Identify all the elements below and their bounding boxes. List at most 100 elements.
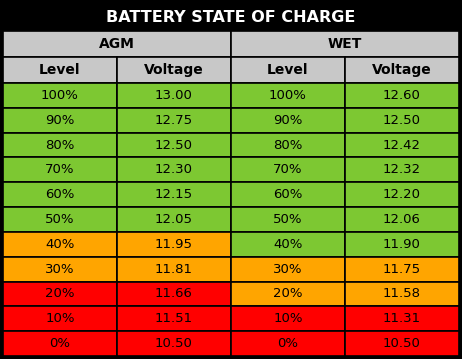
- Text: 11.75: 11.75: [383, 263, 421, 276]
- Text: 11.51: 11.51: [155, 312, 193, 325]
- Text: 13.00: 13.00: [155, 89, 193, 102]
- Bar: [3, 158, 117, 182]
- Bar: [3, 108, 117, 132]
- Text: 100%: 100%: [41, 89, 79, 102]
- Bar: [345, 257, 459, 281]
- Text: 10.50: 10.50: [383, 337, 421, 350]
- Text: 40%: 40%: [45, 238, 75, 251]
- Bar: [345, 281, 459, 306]
- Bar: [117, 83, 231, 108]
- Bar: [117, 232, 231, 257]
- Text: 12.50: 12.50: [155, 139, 193, 151]
- Text: 12.32: 12.32: [383, 163, 421, 176]
- Bar: [117, 158, 231, 182]
- Text: 12.05: 12.05: [155, 213, 193, 226]
- Text: WET: WET: [328, 37, 362, 51]
- Text: Level: Level: [39, 63, 81, 77]
- Bar: [345, 182, 459, 207]
- Bar: [3, 306, 117, 331]
- Bar: [345, 207, 459, 232]
- Text: 80%: 80%: [45, 139, 75, 151]
- Text: 50%: 50%: [45, 213, 75, 226]
- Bar: [3, 257, 117, 281]
- Text: 60%: 60%: [274, 188, 303, 201]
- Bar: [231, 158, 345, 182]
- Bar: [345, 83, 459, 108]
- Text: 11.81: 11.81: [155, 263, 193, 276]
- Bar: [117, 57, 231, 83]
- Bar: [231, 31, 459, 57]
- Bar: [117, 306, 231, 331]
- Bar: [345, 108, 459, 132]
- Text: 80%: 80%: [274, 139, 303, 151]
- Text: 12.15: 12.15: [155, 188, 193, 201]
- Bar: [231, 281, 345, 306]
- Bar: [231, 306, 345, 331]
- Text: 10%: 10%: [45, 312, 75, 325]
- Bar: [345, 57, 459, 83]
- Text: 12.60: 12.60: [383, 89, 421, 102]
- Bar: [3, 232, 117, 257]
- Bar: [117, 132, 231, 158]
- Text: 100%: 100%: [269, 89, 307, 102]
- Text: 12.50: 12.50: [383, 114, 421, 127]
- Bar: [3, 3, 459, 31]
- Text: 50%: 50%: [273, 213, 303, 226]
- Text: 12.20: 12.20: [383, 188, 421, 201]
- Bar: [3, 207, 117, 232]
- Bar: [231, 132, 345, 158]
- Bar: [231, 108, 345, 132]
- Text: 90%: 90%: [45, 114, 75, 127]
- Text: 70%: 70%: [273, 163, 303, 176]
- Bar: [3, 331, 117, 356]
- Text: AGM: AGM: [99, 37, 135, 51]
- Text: 10.50: 10.50: [155, 337, 193, 350]
- Text: 30%: 30%: [45, 263, 75, 276]
- Bar: [231, 257, 345, 281]
- Bar: [3, 132, 117, 158]
- Bar: [3, 83, 117, 108]
- Bar: [117, 108, 231, 132]
- Bar: [117, 281, 231, 306]
- Text: 20%: 20%: [45, 288, 75, 300]
- Text: 0%: 0%: [49, 337, 71, 350]
- Text: 12.06: 12.06: [383, 213, 421, 226]
- Text: 11.58: 11.58: [383, 288, 421, 300]
- Text: Voltage: Voltage: [372, 63, 432, 77]
- Text: 12.30: 12.30: [155, 163, 193, 176]
- Bar: [231, 57, 345, 83]
- Bar: [3, 281, 117, 306]
- Text: 11.31: 11.31: [383, 312, 421, 325]
- Bar: [3, 31, 231, 57]
- Text: 20%: 20%: [273, 288, 303, 300]
- Text: 0%: 0%: [278, 337, 298, 350]
- Text: 90%: 90%: [274, 114, 303, 127]
- Text: 10%: 10%: [273, 312, 303, 325]
- Bar: [345, 331, 459, 356]
- Bar: [231, 182, 345, 207]
- Bar: [117, 182, 231, 207]
- Text: 11.66: 11.66: [155, 288, 193, 300]
- Text: 11.95: 11.95: [155, 238, 193, 251]
- Text: 11.90: 11.90: [383, 238, 421, 251]
- Bar: [117, 257, 231, 281]
- Bar: [345, 306, 459, 331]
- Text: 60%: 60%: [45, 188, 75, 201]
- Bar: [345, 132, 459, 158]
- Text: BATTERY STATE OF CHARGE: BATTERY STATE OF CHARGE: [106, 9, 356, 24]
- Bar: [231, 232, 345, 257]
- Text: 30%: 30%: [273, 263, 303, 276]
- Text: Level: Level: [267, 63, 309, 77]
- Bar: [345, 232, 459, 257]
- Text: 12.75: 12.75: [155, 114, 193, 127]
- Bar: [345, 158, 459, 182]
- Bar: [3, 182, 117, 207]
- Text: 12.42: 12.42: [383, 139, 421, 151]
- Text: Voltage: Voltage: [144, 63, 204, 77]
- Text: 70%: 70%: [45, 163, 75, 176]
- Bar: [3, 57, 117, 83]
- Bar: [231, 331, 345, 356]
- Bar: [117, 207, 231, 232]
- Bar: [231, 207, 345, 232]
- Bar: [117, 331, 231, 356]
